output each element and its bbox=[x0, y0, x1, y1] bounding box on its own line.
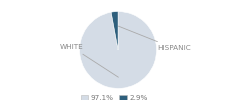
Wedge shape bbox=[80, 12, 156, 88]
Wedge shape bbox=[111, 12, 118, 50]
Text: HISPANIC: HISPANIC bbox=[118, 26, 192, 52]
Text: WHITE: WHITE bbox=[60, 44, 118, 77]
Legend: 97.1%, 2.9%: 97.1%, 2.9% bbox=[78, 92, 151, 100]
